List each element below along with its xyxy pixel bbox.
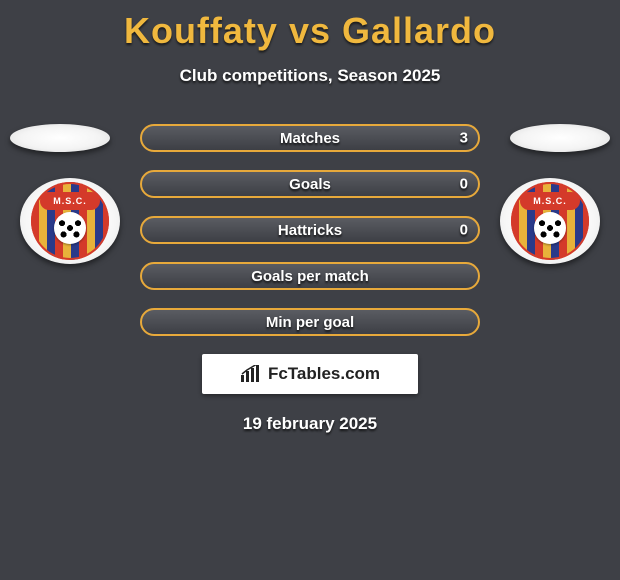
attribution-text: FcTables.com: [268, 364, 380, 384]
crest-right: M.S.C.: [511, 182, 589, 260]
subtitle: Club competitions, Season 2025: [0, 66, 620, 86]
stat-row-goals: Goals 0: [140, 170, 480, 198]
crest-banner-right: M.S.C.: [520, 192, 580, 210]
stat-label: Goals per match: [251, 268, 369, 285]
stat-value-right: 0: [460, 176, 468, 193]
stat-row-goals-per-match: Goals per match: [140, 262, 480, 290]
stat-label: Hattricks: [278, 222, 342, 239]
soccer-ball-icon: [534, 212, 566, 244]
player-photo-right: [510, 124, 610, 152]
stat-value-right: 3: [460, 130, 468, 147]
bar-chart-icon: [240, 365, 262, 383]
crest-banner-left: M.S.C.: [40, 192, 100, 210]
stat-row-hattricks: Hattricks 0: [140, 216, 480, 244]
date: 19 february 2025: [0, 414, 620, 434]
attribution-badge: FcTables.com: [202, 354, 418, 394]
stat-value-right: 0: [460, 222, 468, 239]
club-badge-right: M.S.C.: [500, 178, 600, 264]
player-photo-left: [10, 124, 110, 152]
stat-label: Matches: [280, 130, 340, 147]
soccer-ball-icon: [54, 212, 86, 244]
stat-row-min-per-goal: Min per goal: [140, 308, 480, 336]
stat-label: Goals: [289, 176, 331, 193]
club-badge-left: M.S.C.: [20, 178, 120, 264]
crest-left: M.S.C.: [31, 182, 109, 260]
headline: Kouffaty vs Gallardo: [0, 0, 620, 52]
comparison-card: Kouffaty vs Gallardo Club competitions, …: [0, 0, 620, 580]
stat-row-matches: Matches 3: [140, 124, 480, 152]
stat-label: Min per goal: [266, 314, 354, 331]
